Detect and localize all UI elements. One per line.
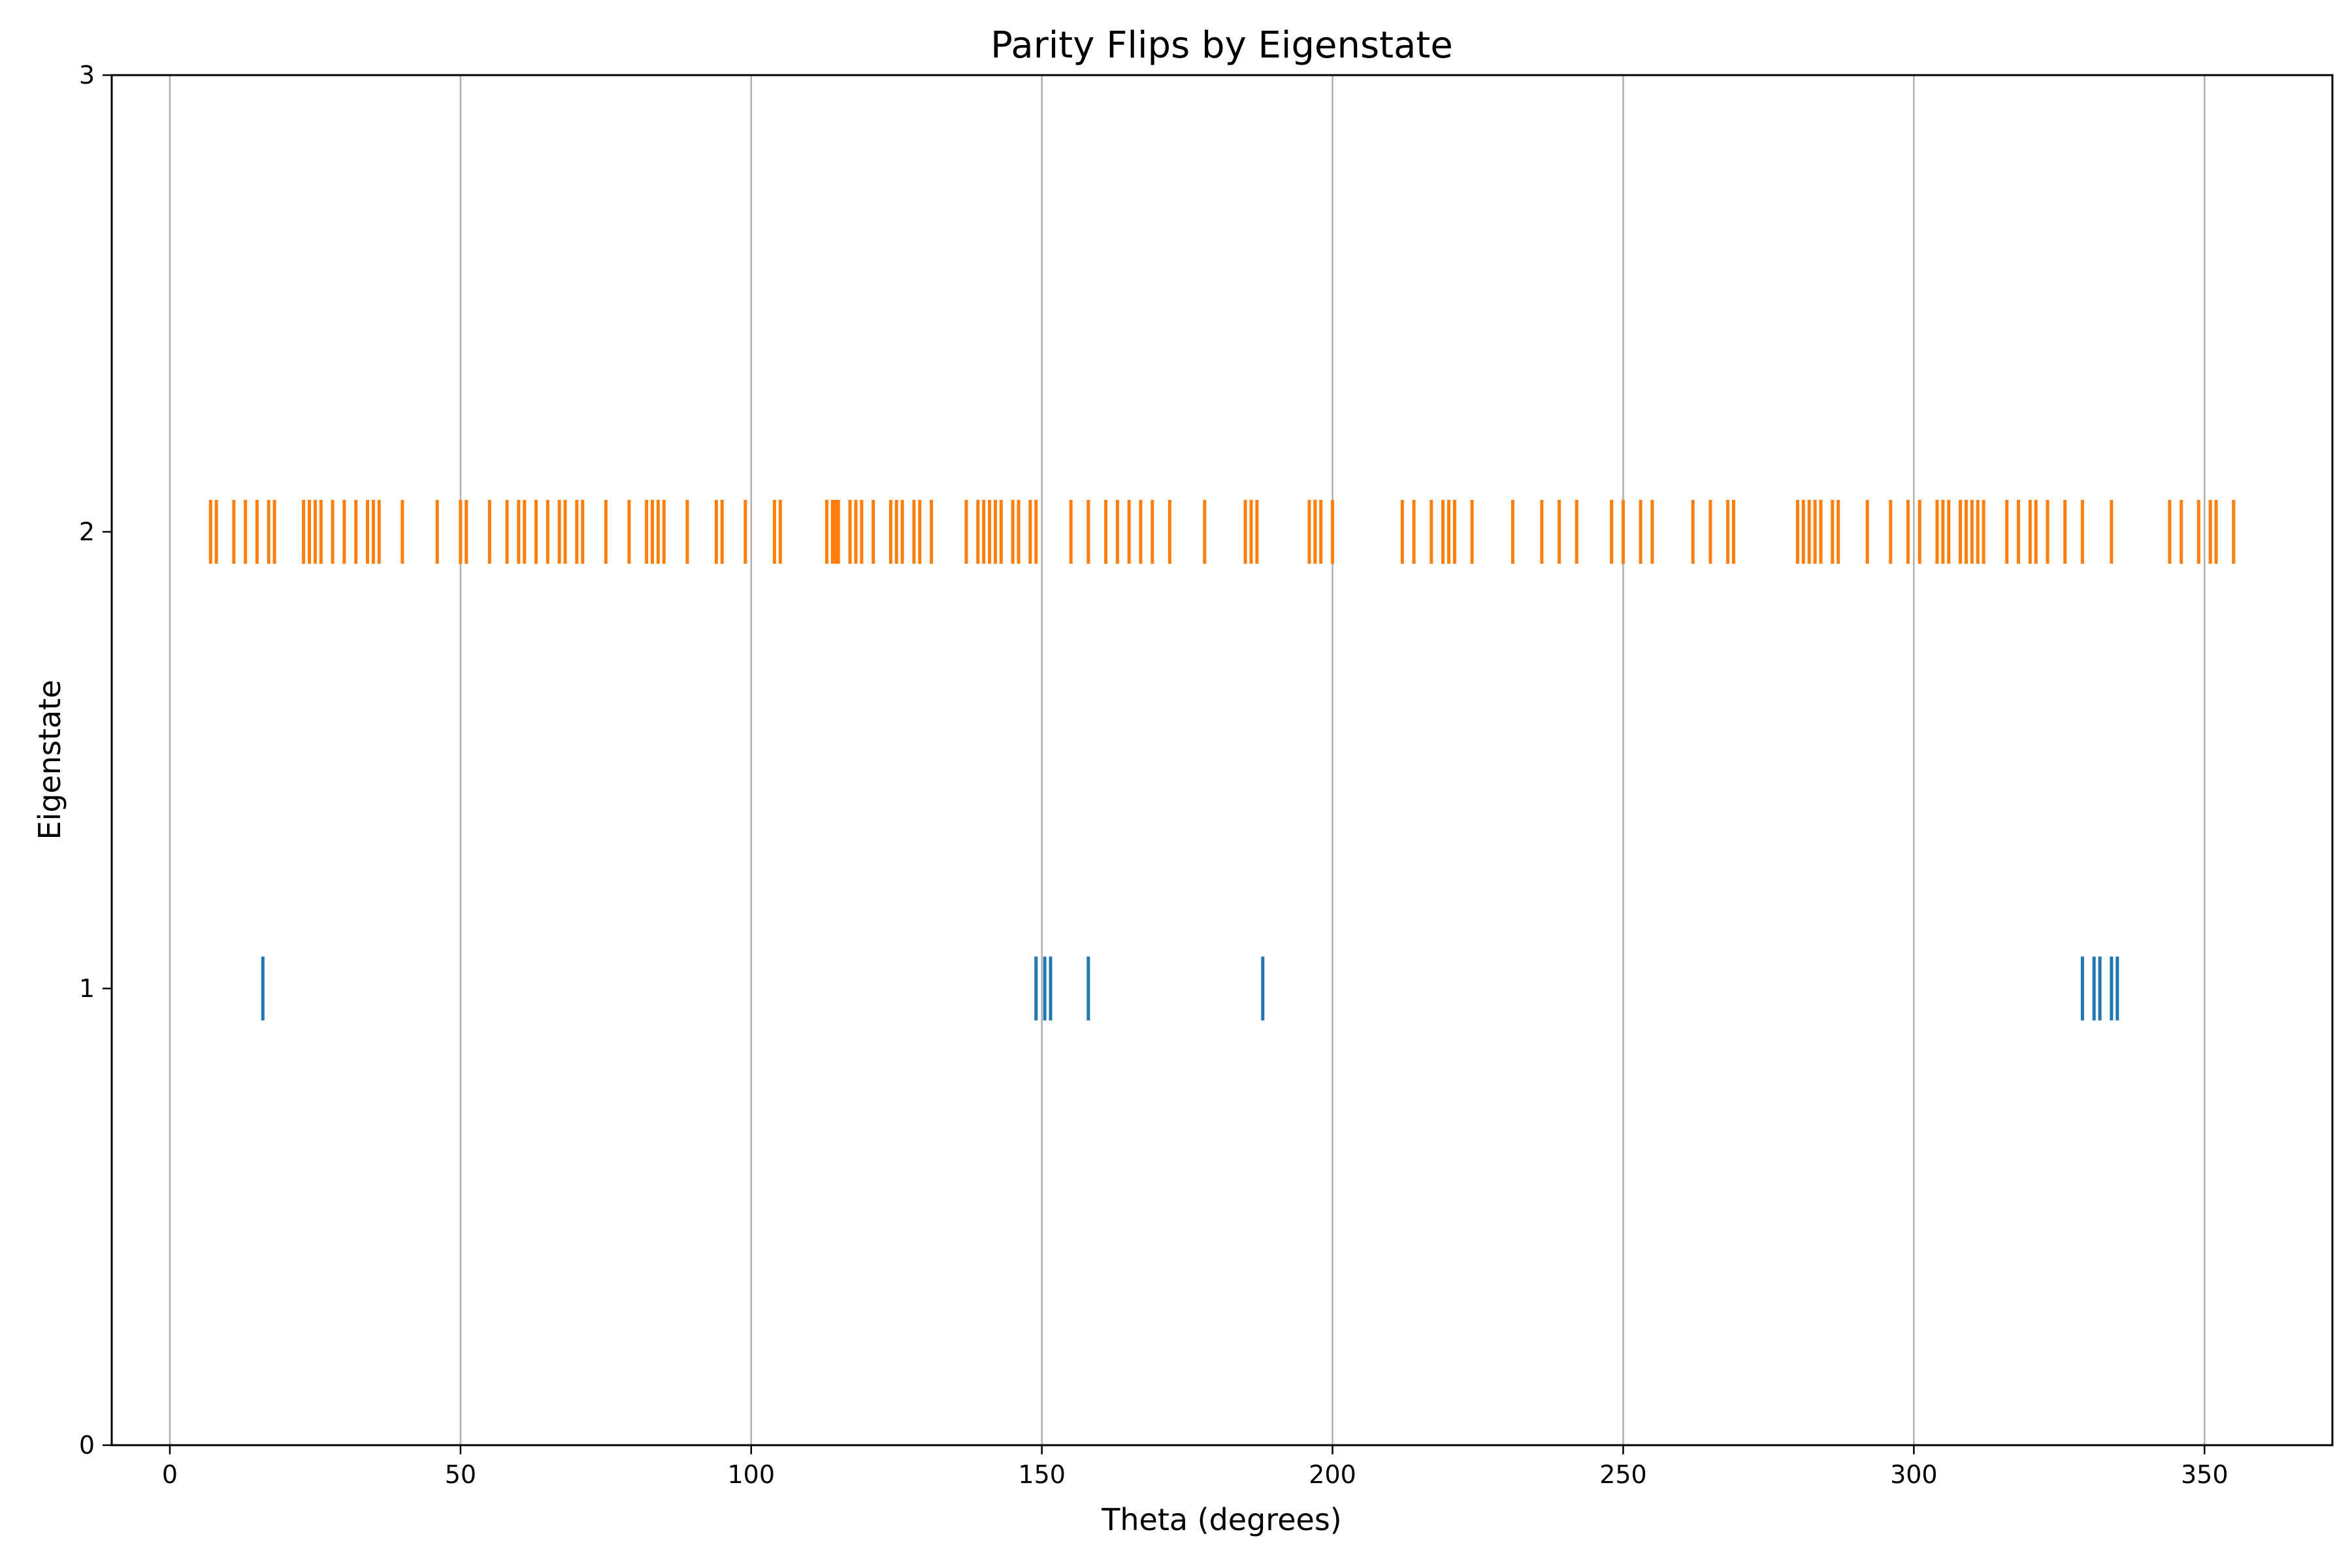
event-marks <box>208 500 2236 1021</box>
y-tick-label: 0 <box>79 1431 95 1460</box>
x-tick-label: 300 <box>1890 1460 1938 1489</box>
axis-ticks: 0 50 100 150 200 250 300 350 0 1 2 3 <box>79 61 2229 1489</box>
x-tick-label: 350 <box>2181 1460 2229 1489</box>
x-tick-label: 50 <box>445 1460 476 1489</box>
y-tick-label: 1 <box>79 974 95 1003</box>
x-tick-label: 0 <box>162 1460 178 1489</box>
x-tick-label: 100 <box>728 1460 776 1489</box>
y-axis-label: Eigenstate <box>32 679 67 840</box>
plot-frame <box>110 74 2334 1446</box>
y-tick-label: 2 <box>79 517 95 546</box>
x-tick-label: 250 <box>1599 1460 1647 1489</box>
gridlines <box>169 75 2206 1445</box>
x-tick-label: 150 <box>1018 1460 1066 1489</box>
x-tick-label: 200 <box>1309 1460 1356 1489</box>
x-axis-label: Theta (degrees) <box>1101 1502 1341 1537</box>
y-tick-label: 3 <box>79 61 95 90</box>
chart-title: Parity Flips by Eigenstate <box>990 24 1453 67</box>
